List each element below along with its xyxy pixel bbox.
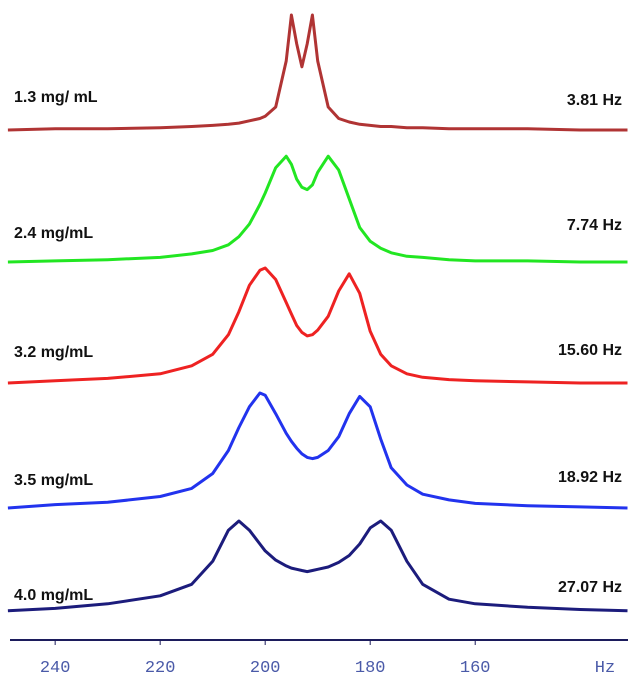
series-label: 1.3 mg/ mL [14, 89, 98, 106]
spectrum-line [7, 519, 628, 613]
splitting-label: 3.81 Hz [567, 92, 622, 109]
series-label: 3.2 mg/mL [14, 344, 93, 361]
splitting-label: 15.60 Hz [558, 342, 622, 359]
splitting-label: 18.92 Hz [558, 469, 622, 486]
splitting-label: 27.07 Hz [558, 579, 622, 596]
series-label: 4.0 mg/mL [14, 587, 93, 604]
x-tick-label: 160 [460, 659, 491, 678]
series-label: 2.4 mg/mL [14, 225, 93, 242]
x-tick-label: 200 [250, 659, 281, 678]
spectrum-line [7, 154, 628, 264]
splitting-label: 7.74 Hz [567, 217, 622, 234]
spectrum-line [7, 13, 628, 132]
spectrum-line [7, 391, 628, 510]
x-tick-label: 220 [145, 659, 176, 678]
x-axis-label: Hz [595, 659, 615, 678]
series-label: 3.5 mg/mL [14, 472, 93, 489]
x-tick-label: 240 [40, 659, 71, 678]
x-tick-label: 180 [355, 659, 386, 678]
spectrum-line [7, 266, 628, 385]
